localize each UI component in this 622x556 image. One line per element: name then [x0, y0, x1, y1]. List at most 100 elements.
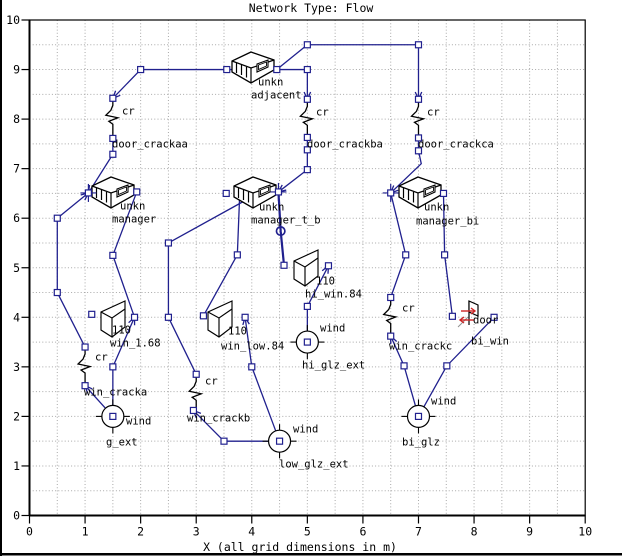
- node-square[interactable]: [248, 363, 256, 371]
- window-icon-win_1.68[interactable]: [100, 300, 126, 338]
- node-square[interactable]: [490, 313, 498, 321]
- node-square[interactable]: [164, 313, 173, 321]
- zigzag-glyph: [382, 297, 398, 337]
- x-tick-label: 5: [304, 525, 311, 539]
- node-square[interactable]: [400, 362, 408, 370]
- node-square[interactable]: [241, 313, 249, 321]
- node-square[interactable]: [414, 41, 423, 49]
- flow-connection[interactable]: [251, 366, 281, 442]
- node-square[interactable]: [324, 262, 333, 270]
- node-square[interactable]: [109, 150, 117, 158]
- zone-icon-manager[interactable]: [91, 176, 135, 209]
- zone-icon-adjacent[interactable]: [231, 51, 275, 84]
- zone-node-cluster[interactable]: [84, 189, 93, 197]
- node-square[interactable]: [387, 293, 395, 302]
- node-square[interactable]: [414, 134, 423, 142]
- flow-connection[interactable]: [167, 317, 197, 375]
- node-square[interactable]: [303, 338, 311, 346]
- x-tick-label: 3: [193, 525, 200, 539]
- node-square[interactable]: [81, 343, 89, 351]
- node-square[interactable]: [441, 251, 449, 259]
- flow-connection[interactable]: [390, 192, 407, 298]
- label-type-win_low.84: 110: [228, 326, 247, 338]
- node-square[interactable]: [273, 65, 281, 74]
- window-icon-win_low.84[interactable]: [207, 300, 233, 338]
- node-square[interactable]: [223, 65, 231, 74]
- node-square[interactable]: [275, 437, 284, 445]
- zone-node-cluster[interactable]: [387, 189, 395, 197]
- node-square[interactable]: [280, 261, 288, 269]
- crack-icon-win_cracka[interactable]: [76, 347, 93, 386]
- node-square[interactable]: [387, 332, 395, 340]
- zone-icon-manager_bi[interactable]: [398, 176, 442, 209]
- node-square[interactable]: [109, 94, 117, 102]
- flow-connection[interactable]: [168, 197, 250, 244]
- label-name-adjacent: adjacent: [251, 90, 302, 102]
- node-square[interactable]: [233, 251, 241, 259]
- node-square[interactable]: [164, 239, 173, 247]
- node-square[interactable]: [303, 133, 311, 142]
- node-square[interactable]: [137, 65, 145, 74]
- flow-connection[interactable]: [277, 191, 286, 266]
- node-square[interactable]: [81, 382, 89, 390]
- label-name-manager: manager: [112, 214, 156, 226]
- node-square[interactable]: [414, 147, 423, 155]
- crack-icon-win_crackc[interactable]: [382, 297, 398, 337]
- label-name-g_ext: g_ext: [106, 437, 138, 449]
- node-square[interactable]: [88, 310, 96, 318]
- node-square[interactable]: [303, 95, 311, 103]
- flow-connection[interactable]: [56, 292, 86, 348]
- node-square[interactable]: [109, 134, 117, 143]
- flow-connection[interactable]: [192, 409, 225, 442]
- crack-icon-door_crackba[interactable]: [299, 99, 315, 138]
- node-square[interactable]: [133, 188, 141, 196]
- flow-connection[interactable]: [276, 44, 308, 71]
- label-type-win_crackb: cr: [205, 376, 218, 388]
- node-square[interactable]: [109, 363, 117, 371]
- node-square[interactable]: [109, 251, 117, 259]
- node-square[interactable]: [414, 95, 423, 103]
- node-square[interactable]: [448, 312, 456, 320]
- node-square[interactable]: [402, 251, 410, 259]
- door-icon-bi_win[interactable]: [457, 300, 479, 328]
- node-square[interactable]: [53, 214, 61, 222]
- flow-connection[interactable]: [306, 265, 330, 307]
- flow-connection[interactable]: [112, 69, 142, 99]
- node-square[interactable]: [109, 412, 117, 420]
- node-square[interactable]: [443, 362, 451, 370]
- node-square[interactable]: [303, 41, 311, 49]
- door-glyph: [470, 307, 477, 315]
- node-square[interactable]: [53, 288, 61, 297]
- flow-connection[interactable]: [278, 169, 308, 193]
- node-square[interactable]: [192, 370, 200, 378]
- flow-connection[interactable]: [56, 192, 89, 219]
- node-square[interactable]: [414, 412, 423, 420]
- node-square[interactable]: [220, 437, 228, 445]
- node-square[interactable]: [222, 189, 230, 198]
- node-square[interactable]: [303, 166, 311, 174]
- window-icon-hi_win.84[interactable]: [293, 249, 319, 287]
- zone-icon-manager_t_b[interactable]: [233, 176, 277, 209]
- node-square[interactable]: [130, 313, 139, 321]
- crack-icon-door_crackaa[interactable]: [104, 98, 121, 139]
- window-glyph: [207, 300, 233, 338]
- node-square[interactable]: [189, 406, 198, 415]
- node-square[interactable]: [303, 146, 311, 154]
- node-square[interactable]: [303, 302, 311, 310]
- node-square[interactable]: [439, 189, 448, 198]
- y-tick-label: 2: [13, 409, 20, 423]
- label-type-win_1.68: 110: [112, 325, 131, 337]
- label-type-door_crackba: cr: [316, 107, 329, 119]
- node-square[interactable]: [303, 65, 311, 74]
- node-square[interactable]: [199, 312, 208, 320]
- flow-connection[interactable]: [244, 317, 253, 367]
- zone-node-cluster[interactable]: [274, 188, 283, 196]
- y-tick-label: 8: [13, 112, 20, 126]
- crack-icon-door_crackca[interactable]: [410, 99, 426, 138]
- zigzag-glyph: [410, 99, 426, 138]
- ring-marker[interactable]: [275, 226, 286, 237]
- x-tick-label: 9: [526, 525, 533, 539]
- flow-connection[interactable]: [390, 150, 422, 194]
- crack-icon-win_crackb[interactable]: [187, 374, 204, 411]
